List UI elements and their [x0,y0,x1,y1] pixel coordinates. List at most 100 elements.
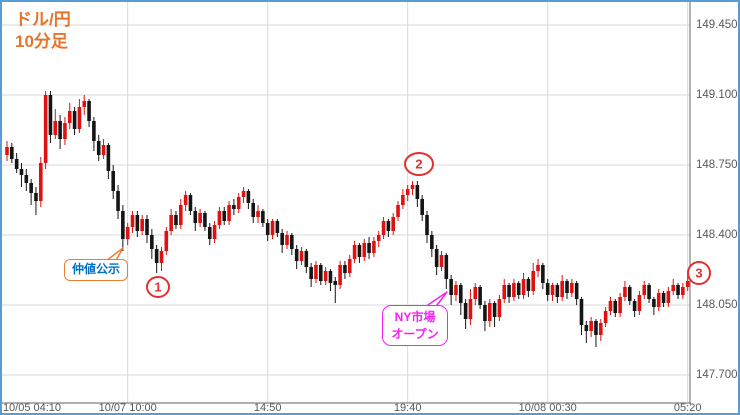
candle-body [294,249,299,261]
candle-body [415,185,420,199]
candle-body [275,221,280,233]
y-tick-label: 147.700 [696,368,738,381]
candle-body [478,287,482,305]
candle-body [410,185,415,189]
candle-body [19,169,24,175]
candle-body [164,231,169,251]
candle-body [618,297,622,313]
candle-body [526,279,531,291]
candle-body [121,211,125,239]
candle-body [314,265,318,279]
candle-body [574,283,579,299]
candle-body [589,321,593,331]
candle-body [58,121,62,139]
candle-body [14,159,19,169]
candle-body [285,235,289,245]
candle-body [661,293,666,303]
candle-body [116,191,120,211]
candle-body [444,255,449,279]
candle-body [603,311,608,323]
candle-body [256,211,260,217]
candle-body [666,291,671,303]
candle-body [420,199,424,215]
candle-body [318,265,323,281]
candle-body [594,321,598,335]
candle-body [536,265,540,271]
candle-body [381,221,386,235]
candle-body [34,193,38,201]
y-tick-label: 149.450 [696,18,738,31]
candle-body [135,215,140,231]
candle-body [545,283,550,295]
callout-ny-line1: NY市場 [394,310,436,324]
candle-body [391,217,396,231]
candle-body [357,245,362,257]
candle-body [487,303,492,321]
y-tick-label: 148.400 [696,228,738,241]
candle-body [87,101,91,121]
candle-body [72,111,77,129]
candle-body [145,219,149,235]
candle-body [10,147,14,159]
candle-body [53,121,58,135]
candle-body [647,285,651,299]
candle-body [183,195,188,205]
candle-body [376,235,381,241]
candle-body [396,205,400,217]
candle-body [188,195,193,211]
candle-body [251,203,256,217]
candle-body [483,305,487,321]
candle-body [492,303,497,317]
candle-body [203,213,207,227]
candle-body [5,147,9,155]
candle-body [584,325,589,331]
candle-body [362,243,367,257]
candle-body [497,299,502,317]
x-tick-label: 10/07 10:00 [98,402,157,414]
candle-body [560,281,564,297]
candle-body [130,215,135,227]
y-tick-label: 149.100 [696,88,738,101]
candle-body [367,243,371,253]
candle-body [338,265,342,285]
y-tick-label: 148.750 [696,158,738,171]
candle-body [656,293,661,307]
candle-body [82,101,87,107]
candle-body [299,251,304,261]
candle-body [608,301,613,311]
candle-body [550,285,555,295]
candle-body [434,249,439,267]
candle-body [169,215,173,231]
candle-body [642,285,647,295]
candle-body [449,279,453,295]
candle-body [401,195,405,205]
candle-body [29,183,33,193]
candle-body [333,281,338,285]
callout-nakane-label: 仲値公示 [71,262,120,276]
callout-ny-open: NY市場 オープン [382,305,448,346]
candle-body [193,211,198,223]
candle-body [372,241,376,253]
candle-body [328,271,333,283]
candle-body [613,301,618,313]
candle-body [512,283,516,297]
candle-body [140,219,144,231]
candle-body [96,141,101,155]
x-tick-label: 10/08 00:30 [518,402,577,414]
candle-body [265,223,270,235]
candle-body [246,191,251,203]
candle-body [125,227,130,239]
candle-body [212,225,217,239]
candle-body [154,249,159,263]
candle-body [541,265,545,283]
candle-body [304,251,309,267]
candle-body [24,175,29,183]
candle-body [473,287,478,299]
candle-body [439,255,444,267]
candle-body [623,287,627,297]
candle-body [48,95,53,135]
candle-body [598,323,603,335]
candle-body [106,145,111,171]
candle-body [570,283,574,293]
